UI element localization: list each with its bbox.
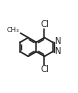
- Text: Cl: Cl: [40, 20, 49, 29]
- Text: N: N: [54, 37, 60, 46]
- Text: N: N: [54, 47, 60, 56]
- Text: Cl: Cl: [40, 65, 49, 74]
- Text: CH₃: CH₃: [7, 27, 20, 33]
